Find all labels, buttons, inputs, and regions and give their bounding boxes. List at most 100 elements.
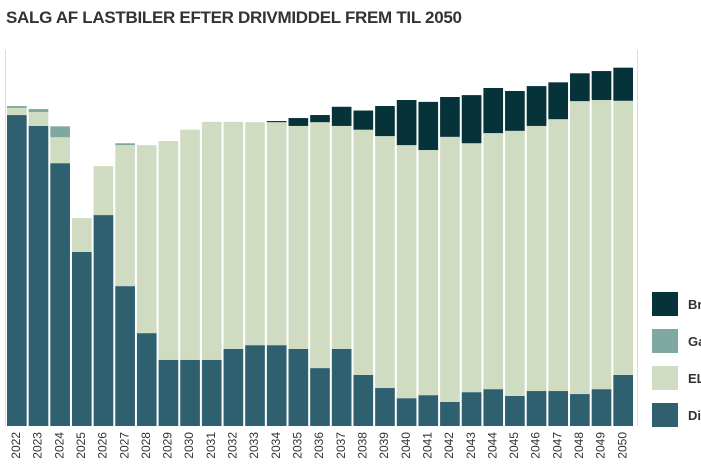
x-tick-label: 2038	[355, 432, 369, 459]
bar-segment	[548, 82, 569, 120]
bar-segment	[7, 115, 27, 426]
bar-segment	[331, 125, 352, 349]
x-tick-label: 2025	[74, 432, 88, 459]
x-tick-label: 2045	[507, 432, 521, 459]
bar-segment	[266, 122, 287, 346]
bar-segment	[331, 106, 352, 126]
bar-segment	[440, 401, 460, 426]
bar-segment	[353, 129, 374, 375]
bar-segment	[418, 101, 439, 151]
legend-label: Ga	[688, 334, 701, 349]
x-tick-label: 2049	[594, 432, 608, 459]
bar-segment	[418, 395, 439, 426]
bar-segment	[28, 112, 49, 126]
legend-label: EL	[688, 371, 701, 386]
bar-segment	[136, 333, 157, 426]
legend-swatch	[652, 329, 678, 353]
bar-segment	[201, 359, 222, 426]
bar-segment	[483, 389, 504, 426]
bar-segment	[93, 166, 114, 216]
legend-swatch	[652, 292, 678, 316]
bar-segment	[180, 129, 200, 360]
bar-segment	[548, 119, 569, 392]
x-tick-label: 2033	[247, 432, 261, 459]
x-tick-label: 2050	[615, 432, 629, 459]
bar-segment	[375, 136, 395, 389]
bar-segment	[570, 394, 590, 426]
bar-segment	[526, 391, 547, 426]
bar-segment	[570, 101, 590, 395]
bar-segment	[245, 345, 265, 426]
x-tick-label: 2023	[31, 432, 45, 459]
bar-segment	[353, 374, 374, 426]
bar-segment	[50, 126, 70, 138]
legend-swatch	[652, 366, 678, 390]
x-tick-label: 2024	[52, 432, 66, 459]
bar-segment	[7, 106, 27, 108]
x-tick-label: 2035	[291, 432, 305, 459]
bar-segment	[591, 71, 612, 101]
x-tick-label: 2022	[9, 432, 23, 459]
bar-segment	[461, 95, 482, 144]
bar-segment	[461, 143, 482, 393]
bar-segment	[418, 150, 439, 396]
bar-segment	[223, 348, 244, 426]
x-tick-label: 2039	[377, 432, 391, 459]
bar-segment	[136, 145, 157, 334]
x-tick-label: 2026	[96, 432, 110, 459]
bar-segment	[396, 100, 417, 146]
x-tick-label: 2037	[334, 432, 348, 459]
x-tick-label: 2034	[269, 432, 283, 459]
chart-title: SALG AF LASTBILER EFTER DRIVMIDDEL FREM …	[6, 8, 462, 27]
bar-segment	[201, 121, 222, 360]
x-tick-label: 2042	[442, 432, 456, 459]
x-tick-label: 2029	[161, 432, 175, 459]
legend-swatch	[652, 403, 678, 427]
bar-segment	[548, 391, 569, 426]
x-tick-label: 2030	[182, 432, 196, 459]
bar-segment	[180, 359, 200, 426]
bar-segment	[310, 115, 330, 123]
bar-segment	[50, 137, 70, 164]
bar-segment	[483, 87, 504, 134]
bar-segment	[7, 107, 27, 116]
bar-segment	[245, 122, 265, 346]
bar-segment	[505, 395, 525, 426]
bar-segment	[396, 398, 417, 426]
bar-segment	[375, 388, 395, 426]
bar-segment	[613, 67, 633, 101]
bar-segment	[613, 374, 633, 426]
bar-segment	[223, 121, 244, 349]
bar-segment	[375, 106, 395, 137]
bar-segment	[71, 218, 92, 252]
bar-segment	[115, 145, 135, 287]
legend-label: Die	[688, 408, 701, 423]
bar-segment	[28, 109, 49, 113]
bar-segment	[591, 100, 612, 390]
bar-segment	[266, 345, 287, 426]
bar-segment	[461, 392, 482, 426]
bar-segment	[50, 163, 70, 426]
legend-label: Bri	[688, 297, 701, 312]
bar-segment	[310, 368, 330, 426]
x-tick-label: 2048	[572, 432, 586, 459]
bar-segment	[526, 86, 547, 126]
x-tick-label: 2041	[420, 432, 434, 459]
x-tick-label: 2040	[399, 432, 413, 459]
bar-segment	[115, 143, 135, 146]
bar-segment	[570, 73, 590, 102]
bar-segment	[310, 122, 330, 369]
x-tick-label: 2032	[226, 432, 240, 459]
bar-segment	[71, 251, 92, 426]
bar-segment	[288, 118, 309, 126]
bar-segment	[158, 359, 179, 426]
bar-segment	[115, 286, 135, 426]
bar-segment	[396, 145, 417, 399]
bar-segment	[613, 100, 633, 375]
x-tick-label: 2047	[550, 432, 564, 459]
x-tick-label: 2043	[464, 432, 478, 459]
bar-segment	[505, 130, 525, 396]
x-tick-label: 2036	[312, 432, 326, 459]
bar-segment	[526, 125, 547, 392]
